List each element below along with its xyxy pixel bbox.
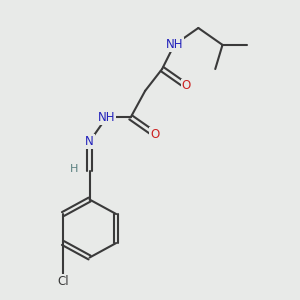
Text: NH: NH xyxy=(98,111,115,124)
Text: Cl: Cl xyxy=(57,275,69,288)
Text: NH: NH xyxy=(165,38,183,51)
Text: N: N xyxy=(85,135,94,148)
Text: O: O xyxy=(150,128,160,141)
Text: O: O xyxy=(182,80,191,92)
Text: H: H xyxy=(70,164,78,174)
